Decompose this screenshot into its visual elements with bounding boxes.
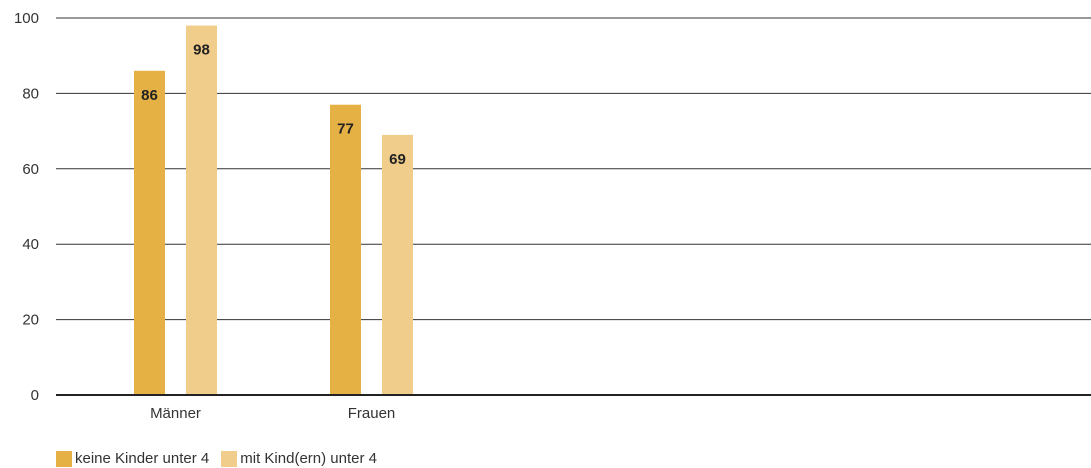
- data-label: 69: [389, 151, 406, 168]
- y-tick-label: 0: [31, 387, 39, 404]
- y-tick-label: 100: [14, 10, 39, 27]
- x-category-label: Männer: [150, 405, 201, 422]
- y-axis-ticks: 0 20 40 60 80 100: [14, 10, 39, 404]
- legend-label-series-1: keine Kinder unter 4: [75, 450, 210, 467]
- bar-1-frauen[interactable]: [330, 104, 361, 396]
- legend-swatch-series-1: [56, 450, 72, 467]
- legend: keine Kinder unter 4 mit Kind(ern) unter…: [56, 450, 389, 467]
- legend-swatch-series-2: [221, 450, 238, 467]
- bars: [134, 25, 413, 396]
- data-label: 86: [141, 87, 158, 104]
- legend-item-series-2[interactable]: mit Kind(ern) unter 4: [221, 450, 377, 467]
- y-tick-label: 80: [22, 85, 39, 102]
- gridlines: [56, 17, 1091, 321]
- legend-label-series-2: mit Kind(ern) unter 4: [240, 450, 377, 467]
- x-axis-categories: Männer Frauen: [150, 405, 395, 422]
- bar-chart: 0 20 40 60 80 100 86 98 77 69 Männer Frauen: [14, 10, 1091, 422]
- bar-1-männer[interactable]: [134, 70, 165, 395]
- legend-item-series-1[interactable]: keine Kinder unter 4: [56, 450, 209, 467]
- y-tick-label: 60: [22, 161, 39, 178]
- bar-2-männer[interactable]: [186, 25, 217, 395]
- y-tick-label: 20: [22, 312, 39, 329]
- y-tick-label: 40: [22, 236, 39, 253]
- data-label: 77: [337, 121, 354, 138]
- data-labels: 86 98 77 69: [141, 42, 406, 168]
- x-category-label: Frauen: [348, 405, 396, 422]
- data-label: 98: [193, 42, 210, 59]
- bar-2-frauen[interactable]: [382, 134, 413, 395]
